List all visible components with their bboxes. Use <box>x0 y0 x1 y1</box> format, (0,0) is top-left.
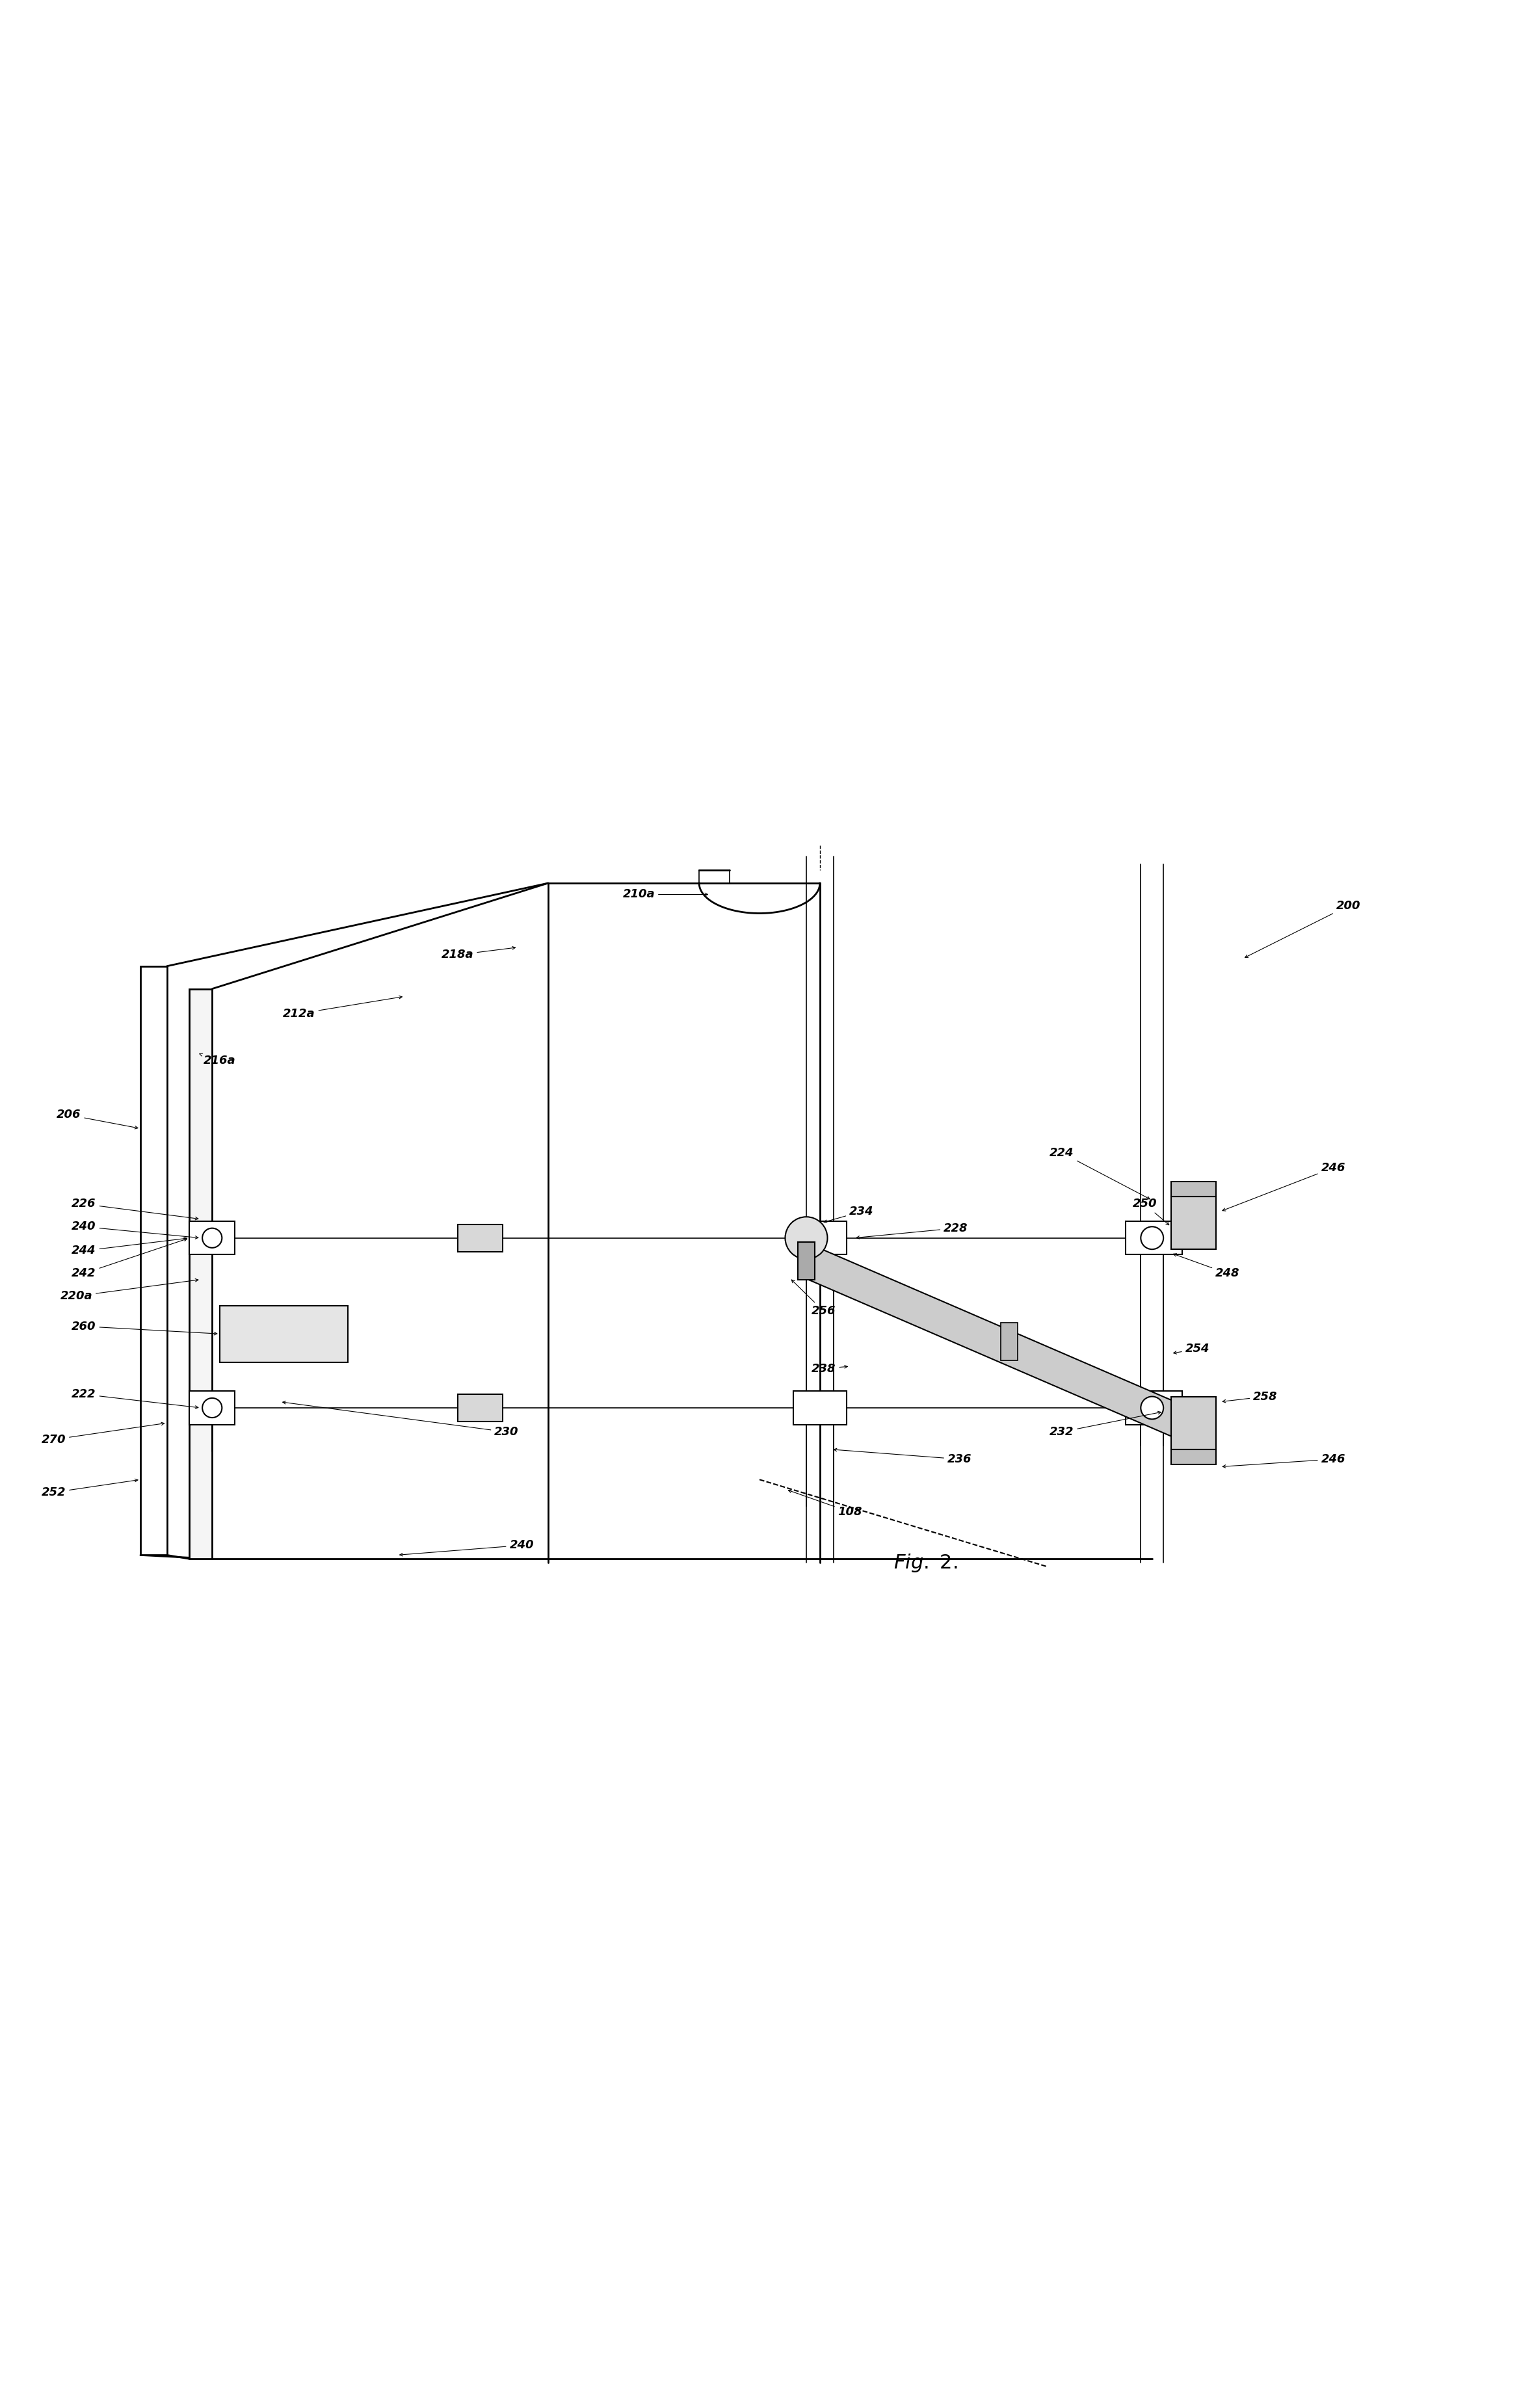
Text: 254: 254 <box>1174 1344 1209 1356</box>
Text: 252: 252 <box>41 1479 138 1498</box>
Text: 242: 242 <box>71 1238 187 1279</box>
Text: 200: 200 <box>1246 901 1361 958</box>
Polygon shape <box>797 1243 814 1279</box>
Polygon shape <box>1173 1401 1192 1452</box>
Text: 210a: 210a <box>623 889 708 901</box>
Polygon shape <box>1171 1182 1217 1197</box>
Text: 212a: 212a <box>283 997 403 1019</box>
Polygon shape <box>190 1221 235 1255</box>
Text: 232: 232 <box>1050 1411 1161 1438</box>
Text: 240: 240 <box>71 1221 197 1238</box>
Text: 216a: 216a <box>199 1052 235 1067</box>
Text: 224: 224 <box>1050 1146 1150 1199</box>
Polygon shape <box>457 1223 503 1252</box>
Circle shape <box>1141 1226 1164 1250</box>
Polygon shape <box>190 990 213 1558</box>
Circle shape <box>785 1216 828 1259</box>
Polygon shape <box>1001 1322 1018 1361</box>
Text: $\mathit{Fig.\ 2.}$: $\mathit{Fig.\ 2.}$ <box>893 1551 957 1572</box>
Polygon shape <box>1171 1397 1217 1450</box>
Text: 246: 246 <box>1223 1454 1346 1469</box>
Polygon shape <box>220 1305 348 1363</box>
Text: 238: 238 <box>811 1363 848 1375</box>
Text: 108: 108 <box>788 1491 863 1517</box>
Polygon shape <box>1171 1450 1217 1464</box>
Polygon shape <box>793 1221 846 1255</box>
Polygon shape <box>457 1394 503 1421</box>
Text: 220a: 220a <box>61 1279 197 1303</box>
Text: 270: 270 <box>41 1423 164 1445</box>
Text: 230: 230 <box>283 1401 519 1438</box>
Text: 226: 226 <box>71 1199 197 1221</box>
Text: 248: 248 <box>1174 1255 1240 1279</box>
Polygon shape <box>1171 1197 1217 1250</box>
Text: 250: 250 <box>1132 1199 1170 1226</box>
Text: 240: 240 <box>399 1539 533 1556</box>
Polygon shape <box>140 966 167 1556</box>
Text: 246: 246 <box>1223 1163 1346 1211</box>
Text: 258: 258 <box>1223 1392 1277 1401</box>
Text: 234: 234 <box>823 1206 873 1223</box>
Text: 228: 228 <box>857 1223 968 1238</box>
Polygon shape <box>799 1245 1189 1438</box>
Text: 236: 236 <box>834 1447 972 1464</box>
Circle shape <box>202 1228 222 1247</box>
Text: 218a: 218a <box>442 946 515 961</box>
Text: 256: 256 <box>791 1279 835 1317</box>
Polygon shape <box>1126 1221 1182 1255</box>
Text: 244: 244 <box>71 1238 187 1257</box>
Polygon shape <box>793 1392 846 1426</box>
Circle shape <box>1141 1397 1164 1418</box>
Polygon shape <box>1126 1392 1182 1426</box>
Polygon shape <box>190 1392 235 1426</box>
Text: 206: 206 <box>56 1110 138 1129</box>
Circle shape <box>202 1399 222 1418</box>
Text: 222: 222 <box>71 1389 197 1409</box>
Text: 260: 260 <box>71 1320 217 1334</box>
